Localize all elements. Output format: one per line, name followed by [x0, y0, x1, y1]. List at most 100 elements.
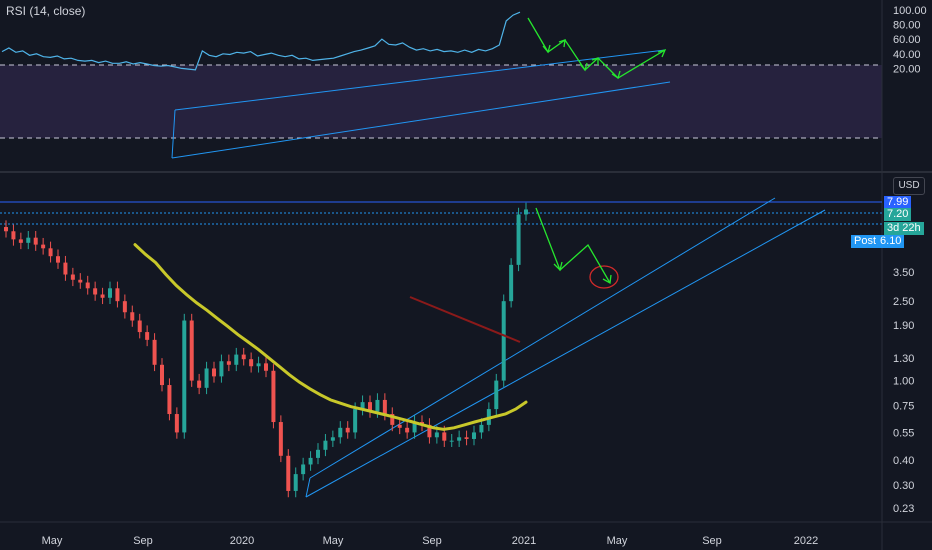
- candle-body: [115, 288, 120, 302]
- candle-body: [390, 414, 395, 425]
- candle-body: [323, 440, 328, 450]
- candle-body: [4, 227, 8, 232]
- candle-body: [241, 354, 246, 360]
- candle-body: [212, 368, 216, 377]
- time-tick-label: Sep: [702, 535, 722, 547]
- price-tick-label: 0.75: [893, 401, 914, 413]
- time-axis: May Sep 2020 May Sep 2021 May Sep 2022: [42, 535, 819, 547]
- candle-body: [219, 361, 224, 377]
- candle-body: [41, 244, 46, 249]
- candle-body: [56, 256, 60, 263]
- price-tick-label: 3.50: [893, 267, 914, 279]
- price-tick-label: 2.50: [893, 296, 914, 308]
- post-prefix: Post: [854, 235, 877, 247]
- rsi-axis: 100.00 80.00 60.00 40.00 20.00: [893, 5, 927, 75]
- candle-body: [256, 363, 261, 367]
- rsi-tick-label: 20.00: [893, 63, 921, 75]
- candle-body: [516, 214, 521, 265]
- candle-body: [93, 288, 98, 295]
- candle-body: [427, 424, 432, 438]
- price-tick-label: 0.40: [893, 455, 914, 467]
- time-tick-label: May: [42, 535, 63, 547]
- post-value: 6.10: [880, 235, 902, 247]
- candle-body: [85, 282, 90, 289]
- currency-badge[interactable]: USD: [893, 177, 925, 195]
- candle-body: [160, 364, 164, 386]
- rsi-channel-start: [171, 109, 176, 159]
- candle-body: [48, 248, 53, 257]
- candle-body: [11, 231, 16, 240]
- candle-body: [330, 437, 335, 441]
- candle-body: [494, 380, 499, 410]
- candle-body: [360, 402, 365, 410]
- candle-body: [189, 320, 194, 381]
- rsi-tick-label: 40.00: [893, 49, 921, 61]
- candle-body: [167, 385, 172, 415]
- price-tick-label: 1.90: [893, 320, 914, 332]
- candle-body: [182, 320, 187, 433]
- candle-body: [174, 414, 179, 433]
- price-channel-start: [305, 477, 311, 498]
- candle-body: [63, 262, 68, 275]
- candlesticks: [4, 202, 528, 498]
- candle-body: [479, 424, 484, 433]
- candle-body: [301, 464, 306, 475]
- candle-body: [293, 474, 298, 491]
- candle-body: [501, 301, 506, 381]
- time-tick-label: 2022: [794, 535, 818, 547]
- indicator-title: RSI (14, close): [6, 4, 86, 18]
- candle-body: [382, 399, 387, 415]
- candle-body: [434, 432, 439, 438]
- price-channel-upper: [309, 197, 776, 479]
- candle-body: [308, 457, 313, 465]
- rsi-projection-arrows: [527, 17, 667, 80]
- price-tick-label: 1.30: [893, 353, 914, 365]
- candle-body: [130, 312, 135, 321]
- rsi-channel-lower: [171, 81, 671, 159]
- candle-body: [457, 437, 462, 441]
- price-axis: 0.23 0.30 0.40 0.55 0.75 1.00 1.30 1.90 2.50 3.50: [893, 267, 914, 515]
- candle-body: [338, 427, 343, 438]
- candle-body: [26, 237, 31, 243]
- candle-body: [197, 380, 202, 388]
- price-tick-label: 0.55: [893, 427, 914, 439]
- candle-body: [33, 237, 38, 245]
- rsi-tick-label: 100.00: [893, 5, 927, 17]
- time-tick-label: 2020: [230, 535, 254, 547]
- candle-body: [108, 288, 112, 298]
- price-tick-label: 0.30: [893, 480, 914, 492]
- candle-body: [472, 432, 476, 439]
- time-tick-label: May: [323, 535, 344, 547]
- candle-body: [145, 332, 150, 340]
- candle-body: [412, 422, 417, 433]
- candle-body: [271, 370, 276, 423]
- candle-body: [353, 409, 358, 433]
- post-market-tag: Post 6.10: [851, 235, 905, 248]
- candle-body: [18, 239, 23, 243]
- candle-body: [122, 301, 127, 313]
- rsi-tick-label: 60.00: [893, 34, 921, 46]
- candle-body: [345, 427, 350, 433]
- candle-body: [442, 432, 447, 441]
- candle-body: [234, 354, 239, 365]
- countdown-tag: 3d 22h: [884, 222, 924, 235]
- time-tick-label: Sep: [133, 535, 153, 547]
- ma-series-path: [133, 243, 528, 431]
- rsi-channel-upper: [174, 49, 666, 111]
- candle-body: [264, 363, 268, 371]
- candle-body: [70, 274, 75, 280]
- last-close-tag: 7.20: [884, 208, 912, 221]
- candle-body: [278, 422, 283, 456]
- candle-body: [509, 264, 514, 302]
- time-tick-label: May: [607, 535, 628, 547]
- candle-body: [226, 361, 231, 365]
- time-tick-label: Sep: [422, 535, 442, 547]
- candle-body: [405, 427, 410, 433]
- price-projection-arrows: [535, 207, 612, 285]
- candle-body: [152, 339, 157, 365]
- candle-body: [137, 320, 142, 333]
- candle-body: [100, 294, 105, 298]
- candle-body: [397, 424, 402, 428]
- rsi-line: [1, 11, 521, 71]
